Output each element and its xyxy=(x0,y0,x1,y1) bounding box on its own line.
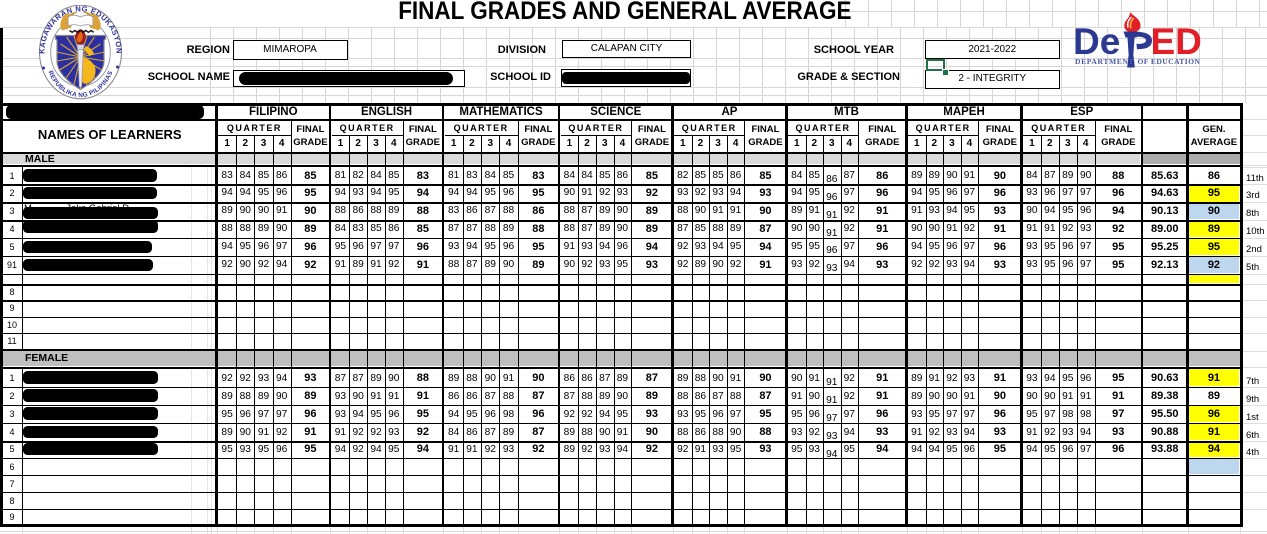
svg-text:DEPARTMENT: DEPARTMENT xyxy=(1075,57,1134,66)
svg-text:ED: ED xyxy=(1151,21,1202,62)
svg-text:OF EDUCATION: OF EDUCATION xyxy=(1138,57,1201,66)
svg-text:De: De xyxy=(1073,21,1120,62)
